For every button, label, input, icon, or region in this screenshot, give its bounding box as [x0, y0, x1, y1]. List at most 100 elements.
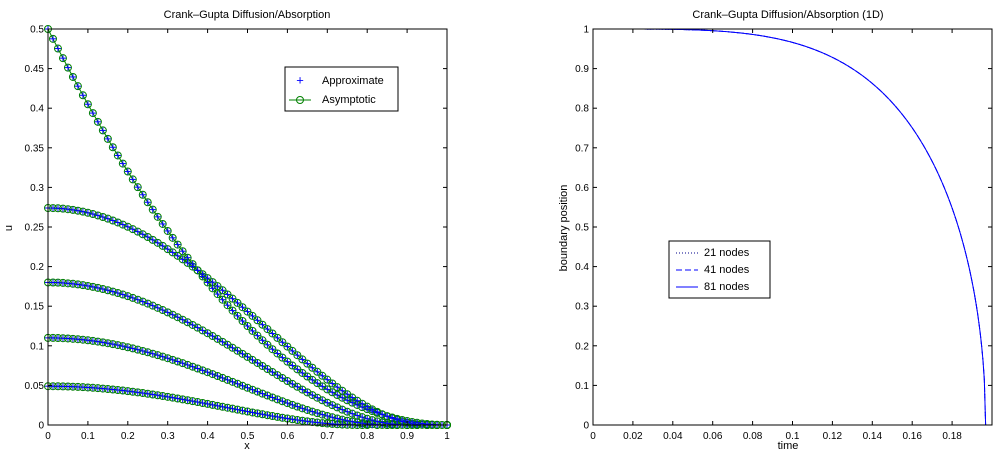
asymptotic-marker	[158, 219, 167, 228]
left-y-tick-label: 0.35	[25, 143, 45, 154]
asymptotic-marker	[283, 357, 292, 366]
left-x-tick-label: 0.9	[400, 431, 414, 442]
left-y-ticks: 0 0.05 0.1 0.15 0.2 0.25 0.3 0.35 0.4 0.45 0.5	[25, 25, 447, 432]
asymptotic-marker	[213, 290, 222, 299]
asymptotic-marker	[268, 393, 277, 402]
asymptotic-marker	[253, 331, 262, 340]
asymptotic-marker	[118, 290, 127, 299]
asymptotic-marker	[133, 295, 142, 304]
asymptotic-marker	[153, 351, 162, 360]
left-y-tick-label: 0.05	[25, 381, 45, 392]
asymptotic-marker	[228, 377, 237, 386]
asymptotic-marker	[333, 403, 342, 412]
asymptotic-marker	[63, 205, 72, 214]
left-y-tick-label: 0.45	[25, 64, 45, 75]
legend-marker-plus: +	[296, 72, 304, 87]
legend-entry-41-nodes: 41 nodes	[704, 264, 750, 276]
right-y-tick-label: 0	[583, 421, 589, 432]
asymptotic-marker	[148, 390, 157, 399]
asymptotic-marker	[213, 282, 222, 291]
legend-entry-asymptotic: Asymptotic	[322, 94, 376, 106]
boundary-curve-21-nodes	[593, 28, 987, 426]
asymptotic-marker	[88, 210, 97, 219]
asymptotic-marker	[208, 400, 217, 409]
left-x-tick-label: 0.6	[280, 431, 294, 442]
asymptotic-marker	[258, 320, 267, 329]
right-x-tick-label: 0	[590, 431, 596, 442]
asymptotic-marker	[313, 409, 322, 418]
asymptotic-marker	[268, 345, 277, 354]
asymptotic-marker	[323, 398, 332, 407]
asymptotic-marker	[118, 386, 127, 395]
asymptotic-marker	[98, 212, 107, 221]
asymptotic-marker	[243, 307, 252, 316]
right-legend: 21 nodes 41 nodes 81 nodes	[668, 240, 771, 299]
asymptotic-marker	[163, 226, 172, 235]
asymptotic-marker	[138, 190, 147, 199]
right-y-tick-label: 0.4	[575, 262, 589, 273]
asymptotic-marker	[213, 371, 222, 380]
asymptotic-marker	[253, 409, 262, 418]
asymptotic-marker	[303, 388, 312, 397]
asymptotic-marker	[238, 381, 247, 390]
asymptotic-marker	[183, 318, 192, 327]
asymptotic-marker	[98, 126, 107, 135]
asymptotic-marker	[103, 286, 112, 295]
asymptotic-marker	[258, 410, 267, 419]
asymptotic-marker	[138, 346, 147, 355]
asymptotic-marker	[248, 385, 257, 394]
asymptotic-marker	[168, 233, 177, 242]
legend-entry-81-nodes: 81 nodes	[704, 281, 750, 293]
asymptotic-marker	[248, 311, 257, 320]
left-y-tick-label: 0.4	[30, 104, 44, 115]
asymptotic-marker	[223, 301, 232, 310]
asymptotic-marker	[228, 306, 237, 315]
asymptotic-marker	[138, 389, 147, 398]
asymptotic-marker	[98, 338, 107, 347]
boundary-curve-41-nodes	[593, 28, 987, 426]
asymptotic-marker	[298, 355, 307, 364]
right-x-tick-label: 0.14	[863, 431, 883, 442]
asymptotic-marker	[238, 303, 247, 312]
asymptotic-marker	[248, 326, 257, 335]
asymptotic-marker	[308, 391, 317, 400]
legend-marker-circle	[296, 96, 304, 104]
asymptotic-marker	[198, 398, 207, 407]
asymptotic-marker	[218, 295, 227, 304]
asymptotic-marker	[318, 410, 327, 419]
right-x-tick-label: 0.06	[703, 431, 723, 442]
asymptotic-marker	[313, 367, 322, 376]
asymptotic-marker	[73, 280, 82, 289]
left-y-tick-label: 0	[38, 421, 44, 432]
asymptotic-marker	[293, 416, 302, 425]
asymptotic-marker	[143, 299, 152, 308]
left-y-tick-label: 0.3	[30, 183, 44, 194]
asymptotic-marker	[108, 216, 117, 225]
asymptotic-marker	[148, 349, 157, 358]
asymptotic-marker	[233, 379, 242, 388]
asymptotic-marker	[88, 336, 97, 345]
asymptotic-marker	[113, 151, 122, 160]
right-x-tick-label: 0.02	[623, 431, 643, 442]
right-y-tick-label: 0.3	[575, 302, 589, 313]
asymptotic-marker	[153, 391, 162, 400]
asymptotic-marker	[153, 212, 162, 221]
boundary-curve-81-nodes	[593, 28, 987, 426]
asymptotic-marker	[233, 311, 242, 320]
asymptotic-marker	[103, 339, 112, 348]
asymptotic-marker	[278, 413, 287, 422]
asymptotic-marker	[93, 211, 102, 220]
left-chart-title: Crank–Gupta Diffusion/Absorption	[164, 9, 331, 21]
asymptotic-marker	[308, 407, 317, 416]
right-y-axis-label: boundary position	[558, 185, 570, 272]
asymptotic-marker	[208, 370, 217, 379]
asymptotic-marker	[238, 406, 247, 415]
asymptotic-marker	[308, 363, 317, 372]
asymptotic-marker	[73, 82, 82, 91]
asymptotic-marker	[348, 409, 357, 418]
asymptotic-marker	[223, 375, 232, 384]
asymptotic-marker	[168, 355, 177, 364]
asymptotic-marker	[258, 389, 267, 398]
asymptotic-marker	[143, 389, 152, 398]
